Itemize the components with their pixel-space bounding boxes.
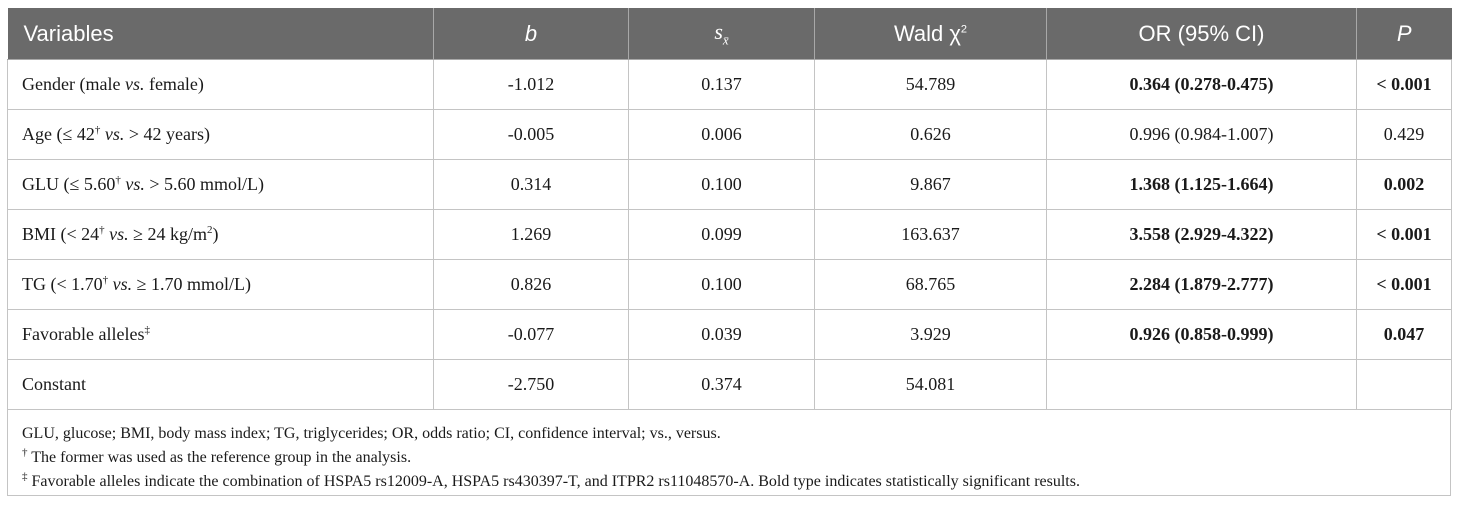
or-cell: 0.364 (0.278-0.475) bbox=[1046, 59, 1357, 110]
se-cell: 0.006 bbox=[628, 109, 815, 160]
or-cell: 0.996 (0.984-1.007) bbox=[1046, 109, 1357, 160]
wald-cell: 68.765 bbox=[814, 259, 1047, 310]
variable-cell: TG (< 1.70† vs. ≥ 1.70 mmol/L) bbox=[7, 259, 434, 310]
header-standard-error: sx̄ bbox=[628, 8, 815, 60]
p-cell: 0.002 bbox=[1356, 159, 1452, 210]
b-cell: -2.750 bbox=[433, 359, 629, 410]
p-cell: 0.429 bbox=[1356, 109, 1452, 160]
results-table-container: Variables b sx̄ Wald χ2 OR (95% CI) P Ge… bbox=[7, 8, 1452, 496]
wald-cell: 54.789 bbox=[814, 59, 1047, 110]
wald-cell: 0.626 bbox=[814, 109, 1047, 160]
se-cell: 0.137 bbox=[628, 59, 815, 110]
p-cell: 0.047 bbox=[1356, 309, 1452, 360]
header-wald-chi-square: Wald χ2 bbox=[814, 8, 1047, 60]
se-cell: 0.039 bbox=[628, 309, 815, 360]
table-row: TG (< 1.70† vs. ≥ 1.70 mmol/L) 0.826 0.1… bbox=[7, 259, 1452, 310]
header-odds-ratio: OR (95% CI) bbox=[1046, 8, 1357, 60]
table-header-row: Variables b sx̄ Wald χ2 OR (95% CI) P bbox=[7, 8, 1452, 60]
b-cell: 0.826 bbox=[433, 259, 629, 310]
wald-cell: 54.081 bbox=[814, 359, 1047, 410]
header-b: b bbox=[433, 8, 629, 60]
variable-cell: GLU (≤ 5.60† vs. > 5.60 mmol/L) bbox=[7, 159, 434, 210]
footnote-dagger: † The former was used as the reference g… bbox=[22, 446, 412, 466]
wald-cell: 3.929 bbox=[814, 309, 1047, 360]
table-row: BMI (< 24† vs. ≥ 24 kg/m2) 1.269 0.099 1… bbox=[7, 209, 1452, 260]
b-cell: 1.269 bbox=[433, 209, 629, 260]
variable-cell: Constant bbox=[7, 359, 434, 410]
variable-cell: BMI (< 24† vs. ≥ 24 kg/m2) bbox=[7, 209, 434, 260]
b-cell: -0.005 bbox=[433, 109, 629, 160]
p-cell: < 0.001 bbox=[1356, 59, 1452, 110]
or-cell: 0.926 (0.858-0.999) bbox=[1046, 309, 1357, 360]
or-cell: 2.284 (1.879-2.777) bbox=[1046, 259, 1357, 310]
se-cell: 0.100 bbox=[628, 159, 815, 210]
footnote-double-dagger: ‡ Favorable alleles indicate the combina… bbox=[22, 470, 1080, 490]
logistic-regression-table: Variables b sx̄ Wald χ2 OR (95% CI) P Ge… bbox=[7, 8, 1452, 410]
header-p-value: P bbox=[1356, 8, 1452, 60]
table-row: Favorable alleles‡ -0.077 0.039 3.929 0.… bbox=[7, 309, 1452, 360]
or-cell: 1.368 (1.125-1.664) bbox=[1046, 159, 1357, 210]
wald-cell: 163.637 bbox=[814, 209, 1047, 260]
variable-cell: Age (≤ 42† vs. > 42 years) bbox=[7, 109, 434, 160]
or-cell: 3.558 (2.929-4.322) bbox=[1046, 209, 1357, 260]
se-cell: 0.100 bbox=[628, 259, 815, 310]
or-cell bbox=[1046, 359, 1357, 410]
p-cell: < 0.001 bbox=[1356, 209, 1452, 260]
table-row: Age (≤ 42† vs. > 42 years) -0.005 0.006 … bbox=[7, 109, 1452, 160]
b-cell: 0.314 bbox=[433, 159, 629, 210]
table-row: Constant -2.750 0.374 54.081 bbox=[7, 359, 1452, 410]
se-cell: 0.374 bbox=[628, 359, 815, 410]
table-row: GLU (≤ 5.60† vs. > 5.60 mmol/L) 0.314 0.… bbox=[7, 159, 1452, 210]
se-cell: 0.099 bbox=[628, 209, 815, 260]
wald-cell: 9.867 bbox=[814, 159, 1047, 210]
variable-cell: Favorable alleles‡ bbox=[7, 309, 434, 360]
table-row: Gender (male vs. female) -1.012 0.137 54… bbox=[7, 59, 1452, 110]
variable-cell: Gender (male vs. female) bbox=[7, 59, 434, 110]
header-variables: Variables bbox=[7, 8, 434, 60]
table-footnotes: GLU, glucose; BMI, body mass index; TG, … bbox=[7, 410, 1451, 496]
p-cell bbox=[1356, 359, 1452, 410]
b-cell: -0.077 bbox=[433, 309, 629, 360]
b-cell: -1.012 bbox=[433, 59, 629, 110]
footnote-abbreviations: GLU, glucose; BMI, body mass index; TG, … bbox=[22, 425, 721, 442]
p-cell: < 0.001 bbox=[1356, 259, 1452, 310]
